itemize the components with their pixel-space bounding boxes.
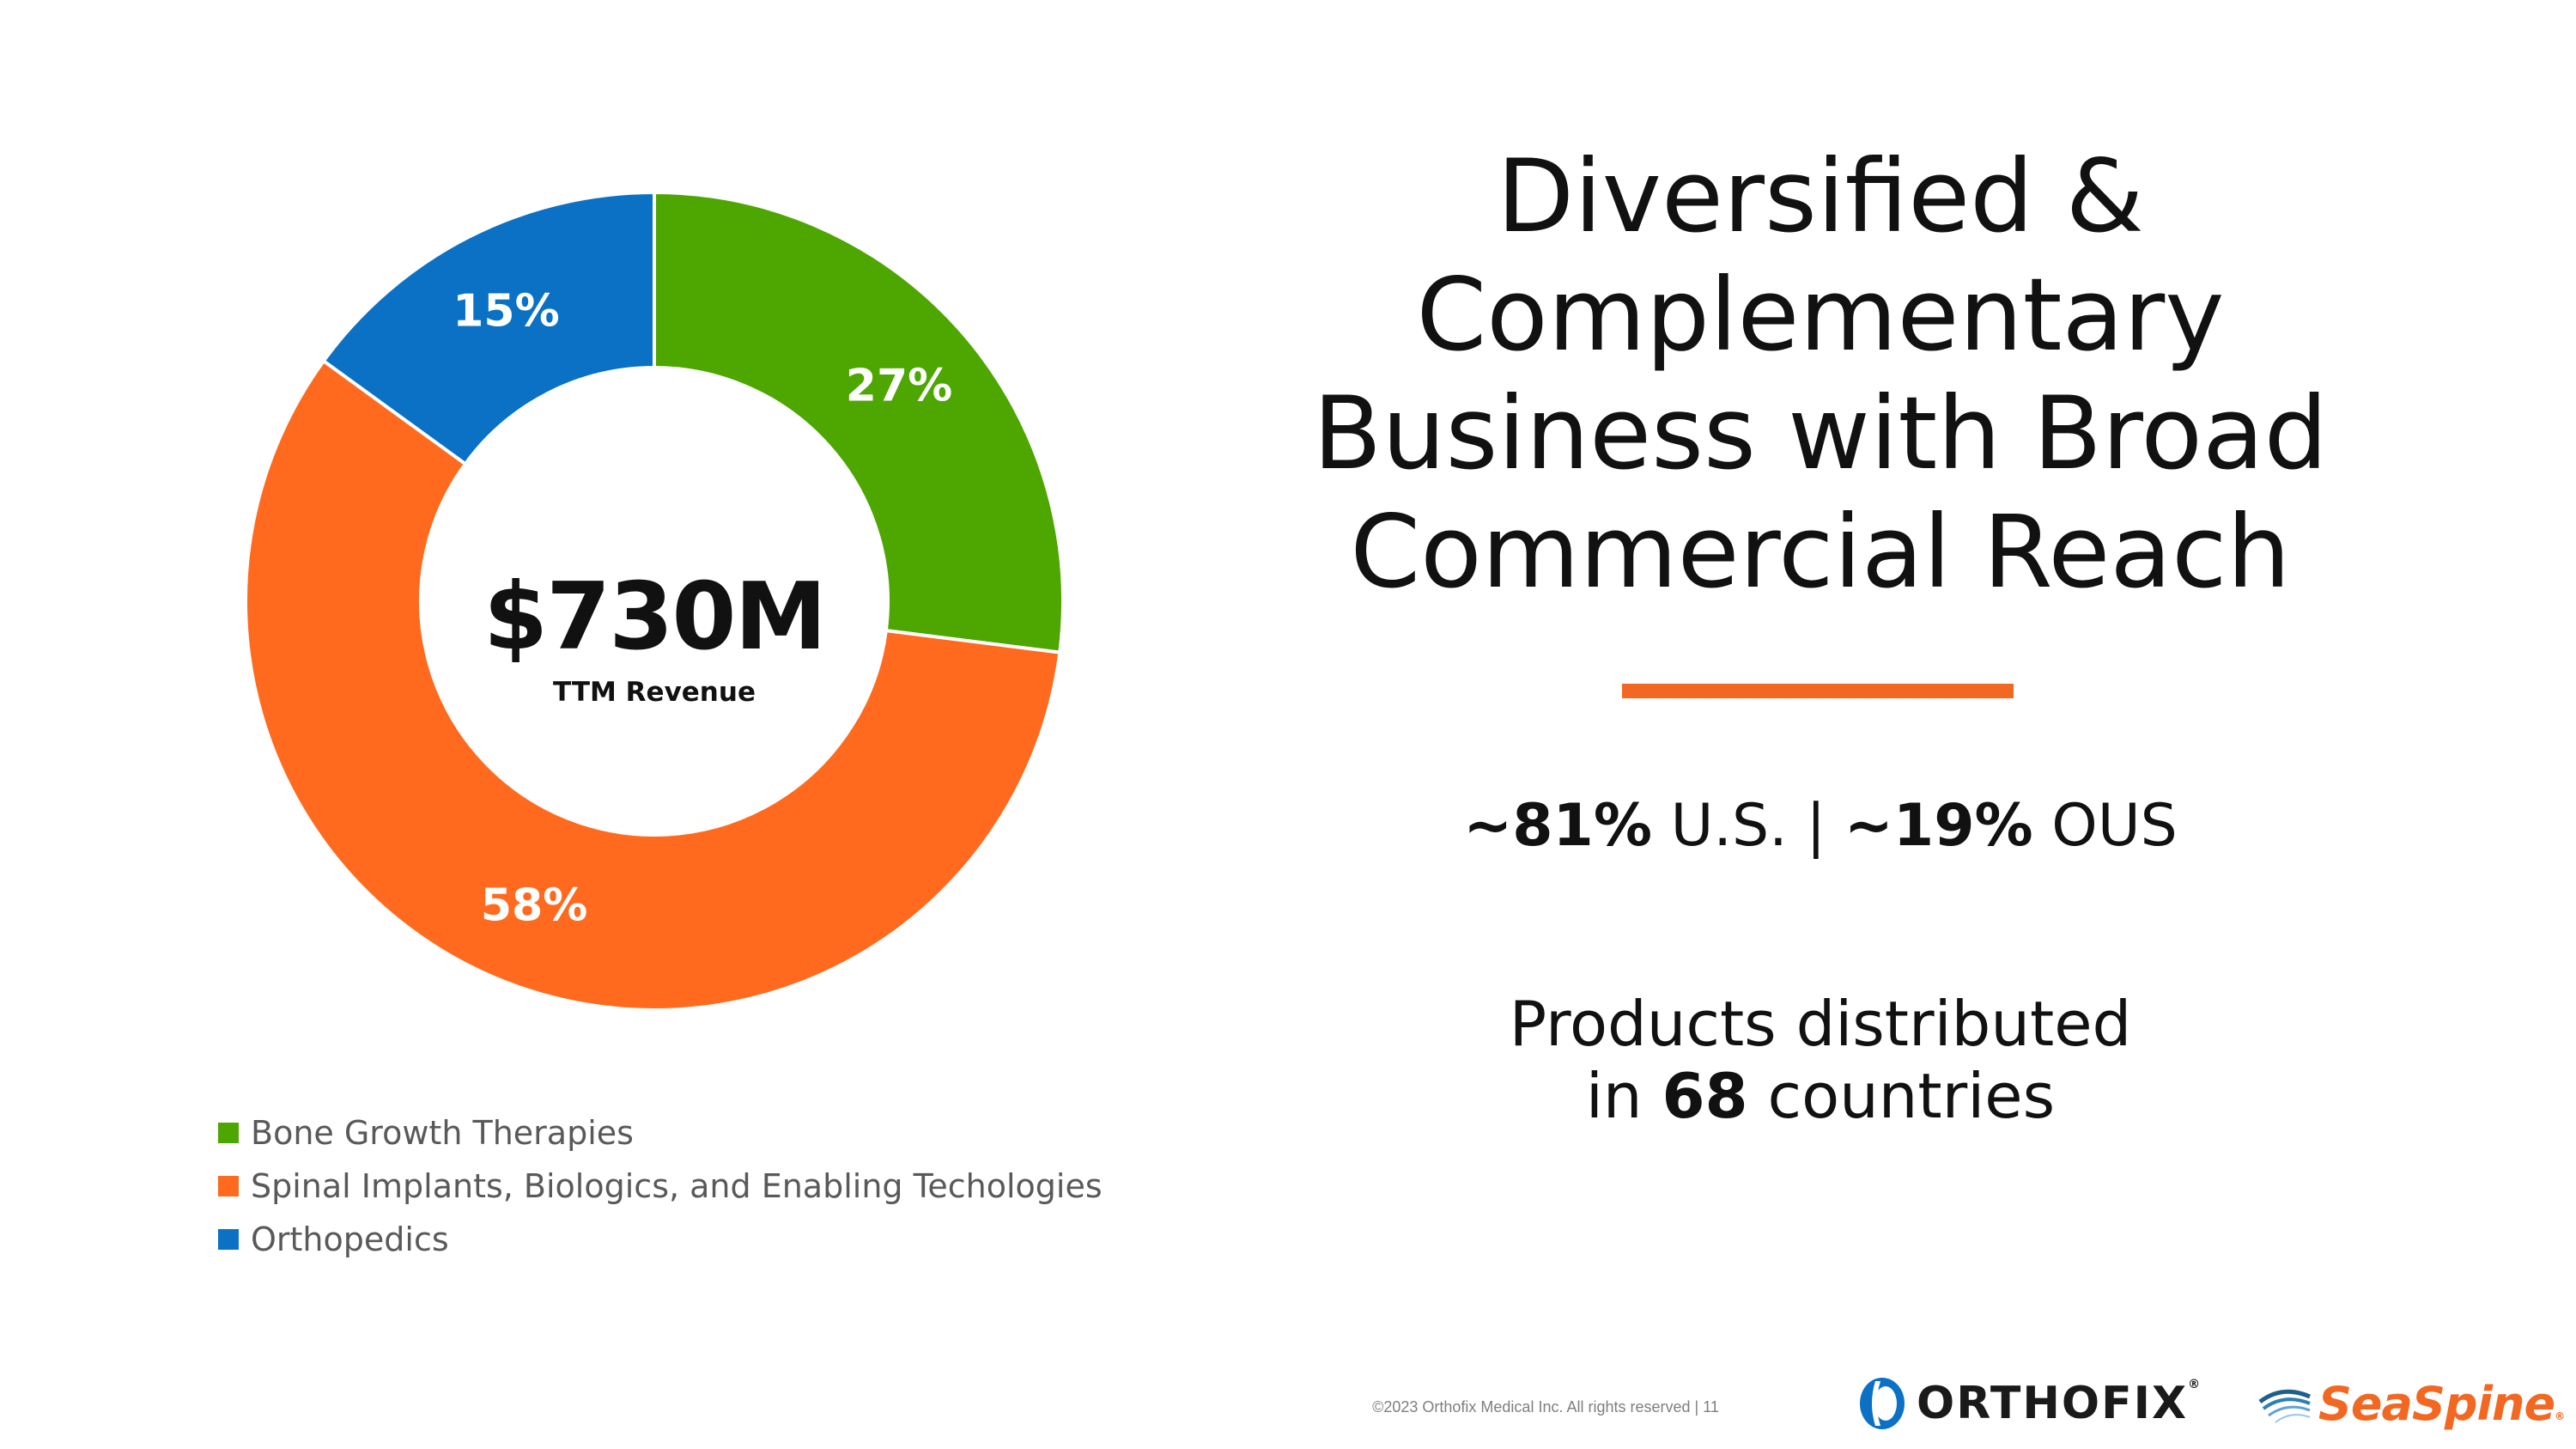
- geographic-split: ~81% U.S. | ~19% OUS: [1305, 792, 2336, 860]
- legend-swatch-orthopedics: [218, 1229, 239, 1250]
- legend-label: Bone Growth Therapies: [251, 1114, 634, 1152]
- legend-swatch-bone-growth: [218, 1123, 239, 1143]
- copyright-footer: ©2023 Orthofix Medical Inc. All rights r…: [1372, 1398, 1719, 1416]
- ous-percentage: ~19%: [1844, 792, 2033, 860]
- products-line-2: in 68 countries: [1305, 1060, 2336, 1132]
- products-distribution: Products distributed in 68 countries: [1305, 988, 2336, 1132]
- products-line-1: Products distributed: [1509, 988, 2132, 1060]
- seaspine-wave-icon: [2258, 1389, 2312, 1423]
- slice-label-spinal: 58%: [481, 880, 587, 931]
- orthofix-reg-mark: ®: [2188, 1378, 2202, 1391]
- slide-title: Diversified & Complementary Business wit…: [1219, 137, 2421, 612]
- title-line: Commercial Reach: [1350, 493, 2291, 611]
- countries-count: 68: [1662, 1060, 1748, 1132]
- seaspine-reg-mark: ®: [2555, 1409, 2565, 1422]
- legend-label: Spinal Implants, Biologics, and Enabling…: [251, 1167, 1103, 1205]
- legend-label: Orthopedics: [251, 1221, 449, 1258]
- slice-spinal: [244, 358, 1062, 1012]
- center-revenue-label: TTM Revenue: [553, 677, 756, 708]
- revenue-donut-chart: 27% 58% 15% $730M TTM Revenue: [244, 190, 1065, 1012]
- legend-item: Bone Growth Therapies: [218, 1106, 1103, 1160]
- title-divider: [1622, 684, 2014, 698]
- orthofix-text: ORTHOFIX: [1917, 1378, 2189, 1429]
- ous-label: OUS: [2051, 792, 2178, 860]
- legend-swatch-spinal: [218, 1176, 239, 1196]
- us-percentage: ~81%: [1463, 792, 1652, 860]
- title-line: Business with Broad: [1313, 374, 2328, 492]
- slice-label-bone-growth: 27%: [846, 361, 952, 412]
- title-line: Complementary: [1416, 256, 2225, 374]
- center-revenue-value: $730M: [483, 563, 825, 671]
- legend-item: Orthopedics: [218, 1213, 1103, 1266]
- slice-bone-growth: [653, 190, 1065, 654]
- slice-label-orthopedics: 15%: [453, 285, 559, 337]
- orthofix-wordmark: ORTHOFIX®: [1917, 1378, 2202, 1429]
- orthofix-mark-icon: [1860, 1378, 1905, 1429]
- seaspine-wordmark: SeaSpine®: [2318, 1376, 2565, 1431]
- products-suffix: countries: [1767, 1060, 2056, 1132]
- seaspine-text: SeaSpine: [2318, 1376, 2555, 1431]
- orthofix-logo: ORTHOFIX®: [1856, 1373, 2202, 1434]
- chart-legend: Bone Growth Therapies Spinal Implants, B…: [218, 1106, 1103, 1266]
- legend-item: Spinal Implants, Biologics, and Enabling…: [218, 1160, 1103, 1213]
- seaspine-logo: SeaSpine®: [2257, 1371, 2565, 1436]
- donut-slice-labels: 27% 58% 15%: [453, 285, 952, 931]
- slice-orthopedics: [321, 190, 656, 466]
- us-label: U.S. |: [1670, 792, 1826, 860]
- products-prefix: in: [1585, 1060, 1643, 1132]
- title-line: Diversified &: [1497, 137, 2144, 255]
- donut-slices: [244, 190, 1065, 1012]
